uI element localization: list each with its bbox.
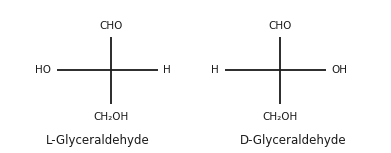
Text: H: H [211,65,219,75]
Text: D-Glyceraldehyde: D-Glyceraldehyde [240,134,346,147]
Text: CH₂OH: CH₂OH [262,112,297,122]
Text: CH₂OH: CH₂OH [94,112,129,122]
Text: OH: OH [331,65,347,75]
Text: CHO: CHO [268,21,291,31]
Text: HO: HO [35,65,51,75]
Text: H: H [163,65,171,75]
Text: CHO: CHO [100,21,123,31]
Text: L-Glyceraldehyde: L-Glyceraldehyde [46,134,150,147]
